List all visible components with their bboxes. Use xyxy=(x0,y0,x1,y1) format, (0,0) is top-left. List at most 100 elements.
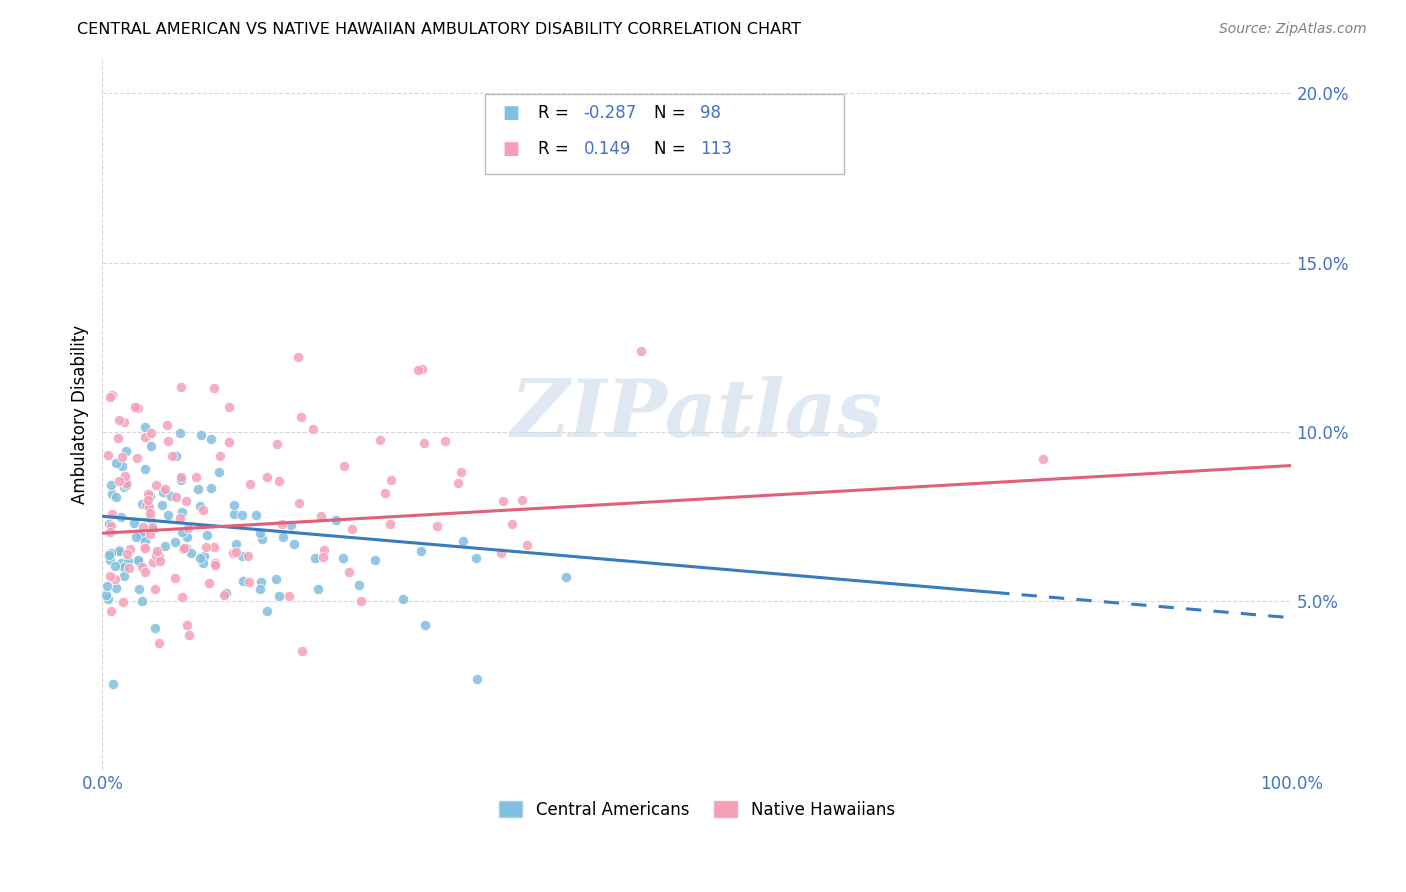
Point xyxy=(271,530,294,544)
Point xyxy=(153,482,176,496)
Point xyxy=(142,522,165,536)
Point xyxy=(112,569,135,583)
Point xyxy=(225,537,247,551)
Point xyxy=(107,431,129,445)
Point xyxy=(195,528,218,542)
Point xyxy=(100,478,122,492)
Point xyxy=(128,555,150,569)
Point xyxy=(218,400,240,414)
Point xyxy=(447,476,470,491)
Text: ZIPatlas: ZIPatlas xyxy=(510,376,883,453)
Point xyxy=(110,510,132,524)
Point xyxy=(208,465,231,479)
Point xyxy=(143,621,166,635)
Point xyxy=(96,579,118,593)
Point xyxy=(186,469,208,483)
Point xyxy=(136,487,159,501)
Point xyxy=(309,509,332,524)
Point xyxy=(1032,452,1054,467)
Point xyxy=(107,413,129,427)
Point xyxy=(173,541,195,555)
Point xyxy=(152,484,174,499)
Point xyxy=(156,417,179,432)
Point xyxy=(135,499,157,513)
Point xyxy=(450,465,472,479)
Point xyxy=(287,496,309,510)
Point xyxy=(115,476,138,491)
Point xyxy=(134,541,156,556)
Point xyxy=(160,449,183,463)
Point xyxy=(380,473,402,487)
Point xyxy=(145,478,167,492)
Point xyxy=(97,449,120,463)
Point xyxy=(267,474,290,488)
Point xyxy=(165,490,187,504)
Point xyxy=(232,574,254,588)
Point xyxy=(101,388,124,402)
Text: 113: 113 xyxy=(700,140,733,158)
Point xyxy=(264,573,287,587)
Point xyxy=(312,542,335,557)
Point xyxy=(148,549,170,563)
Point xyxy=(104,559,127,574)
Text: R =: R = xyxy=(538,140,569,158)
Point xyxy=(370,433,392,447)
Point xyxy=(198,576,221,591)
Point xyxy=(238,574,260,589)
Point xyxy=(170,473,193,487)
Point xyxy=(170,505,193,519)
Point xyxy=(204,558,226,573)
Point xyxy=(465,551,488,566)
Point xyxy=(131,497,153,511)
Point xyxy=(239,476,262,491)
Point xyxy=(146,544,169,558)
Point xyxy=(134,541,156,555)
Point xyxy=(426,519,449,533)
Point xyxy=(169,426,191,441)
Point xyxy=(138,506,160,520)
Point xyxy=(115,475,138,490)
Point xyxy=(104,490,127,504)
Point xyxy=(291,644,314,658)
Point xyxy=(96,592,118,607)
Point xyxy=(169,510,191,524)
Point xyxy=(250,532,273,546)
Point xyxy=(118,542,141,557)
Point xyxy=(332,550,354,565)
Text: -0.287: -0.287 xyxy=(583,104,637,122)
Point xyxy=(307,582,329,596)
Point xyxy=(630,343,652,358)
Point xyxy=(378,517,401,532)
Point xyxy=(141,439,163,453)
Point xyxy=(134,565,156,579)
Point xyxy=(114,444,136,458)
Point xyxy=(202,540,225,554)
Point xyxy=(194,540,217,554)
Point xyxy=(98,553,121,567)
Point xyxy=(127,401,149,416)
Point xyxy=(141,520,163,534)
Text: R =: R = xyxy=(538,104,569,122)
Point xyxy=(224,507,246,521)
Point xyxy=(159,489,181,503)
Point xyxy=(516,538,538,552)
Point xyxy=(301,422,323,436)
Point xyxy=(134,420,156,434)
Point xyxy=(124,401,146,415)
Text: ■: ■ xyxy=(502,140,519,158)
Point xyxy=(218,435,240,450)
Point xyxy=(112,415,135,429)
Point xyxy=(245,508,267,522)
Point xyxy=(269,590,291,604)
Point xyxy=(177,628,200,642)
Point xyxy=(283,537,305,551)
Point xyxy=(103,677,125,691)
Point xyxy=(339,565,361,579)
Text: 0.149: 0.149 xyxy=(583,140,631,158)
Point xyxy=(312,549,335,564)
Point xyxy=(139,426,162,441)
Point xyxy=(128,582,150,596)
Point xyxy=(467,673,489,687)
Point xyxy=(364,553,387,567)
Legend: Central Americans, Native Hawaiians: Central Americans, Native Hawaiians xyxy=(492,794,901,826)
